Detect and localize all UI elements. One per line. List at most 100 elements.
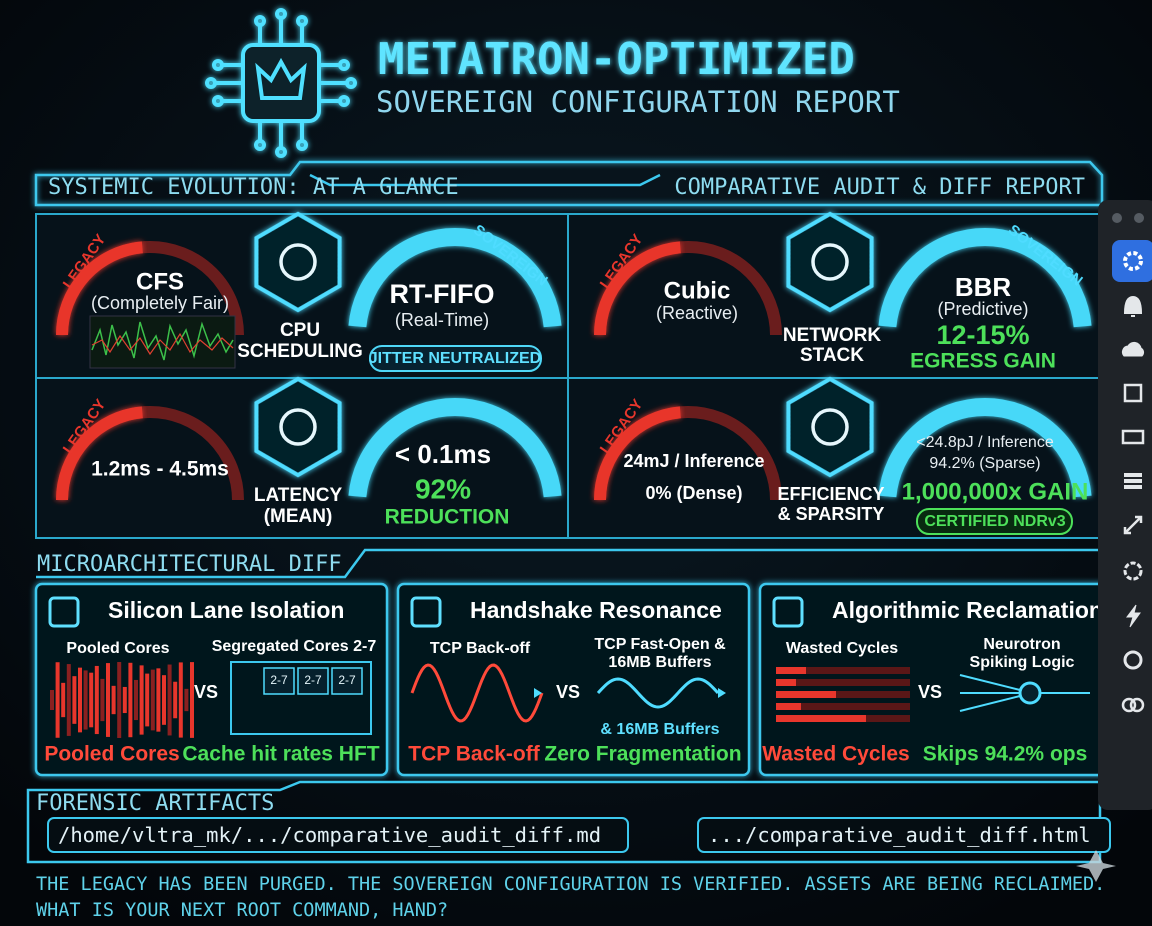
gain-value: 1,000,000x GAIN (902, 478, 1089, 505)
link-icon[interactable] (1121, 697, 1137, 713)
card-note: & 16MB Buffers (600, 721, 719, 738)
card-title: Silicon Lane Isolation (108, 597, 344, 623)
metric-label: SCHEDULING (237, 341, 363, 362)
sidebar-bg (1098, 200, 1152, 810)
noise-bar (111, 685, 116, 715)
core-chip-label: 2-7 (270, 673, 288, 687)
left-label: Pooled Cores (66, 640, 169, 657)
noise-bar (78, 667, 82, 733)
sovereign-note: 94.2% (Sparse) (929, 455, 1040, 472)
path-box (47, 817, 629, 853)
banner-notch (309, 173, 661, 187)
noise-bar (134, 679, 138, 721)
hex-icon (254, 376, 342, 478)
footer-line: THE LEGACY HAS BEEN PURGED. THE SOVEREIG… (36, 874, 1105, 895)
transfer-icon[interactable] (1123, 515, 1143, 535)
card-icon (772, 596, 804, 628)
noise-bar (89, 672, 94, 728)
storage-icon[interactable] (1124, 473, 1142, 489)
settings-button[interactable] (1112, 240, 1152, 282)
gain-label: REDUCTION (385, 506, 510, 529)
left-result: Wasted Cycles (762, 743, 909, 766)
power-icon[interactable] (1126, 604, 1141, 628)
gain-label: EGRESS GAIN (910, 350, 1056, 373)
cycle-bar-active (776, 679, 796, 686)
noise-bar (139, 665, 144, 735)
noise-bar (50, 690, 54, 710)
gain-value: 12-15% (936, 320, 1029, 350)
glance-title: SYSTEMIC EVOLUTION: AT A GLANCE (48, 175, 459, 200)
sovereign-value: RT-FIFO (390, 279, 495, 309)
metric-label: STACK (800, 345, 864, 366)
legacy-value: CFS (136, 268, 184, 295)
right-label: 16MB Buffers (608, 654, 711, 671)
cloud-icon[interactable] (1121, 341, 1145, 357)
core-chip (297, 667, 329, 695)
footer-line: WHAT IS YOUR NEXT ROOT COMMAND, HAND? (36, 900, 448, 921)
chip-crown-icon (205, 8, 357, 158)
chip-icon[interactable] (1123, 383, 1143, 403)
noise-bar (190, 662, 194, 738)
left-label: Wasted Cycles (786, 640, 898, 657)
fan-icon[interactable] (1123, 561, 1143, 581)
cycle-bar (776, 703, 910, 710)
noise-bar (162, 675, 166, 725)
report-title: COMPARATIVE AUDIT & DIFF REPORT (674, 175, 1085, 200)
core-chip (263, 667, 295, 695)
sovereign-value: BBR (955, 272, 1012, 302)
gear-icon (1123, 251, 1143, 271)
legacy-arc-active (56, 241, 143, 336)
cycle-bar-active (776, 715, 866, 722)
noise-bar (117, 662, 122, 738)
bell-icon[interactable] (1123, 295, 1143, 317)
metric-label: LATENCY (254, 485, 343, 506)
sparkle (1076, 850, 1116, 882)
metric-label: CPU (280, 320, 320, 341)
artifacts-title: FORENSIC ARTIFACTS (36, 791, 274, 816)
artifact-path: .../comparative_audit_diff.html (708, 823, 1091, 847)
noise-bar (106, 663, 110, 737)
noise-bar (94, 665, 99, 735)
dendrites (959, 674, 1090, 712)
memory-icon[interactable] (1121, 429, 1145, 445)
icon-glyph (811, 408, 849, 446)
icon-glyph (279, 408, 317, 446)
right-label: Neurotron (983, 636, 1060, 653)
core-chip-label: 2-7 (338, 673, 356, 687)
core-board (230, 661, 372, 735)
right-label: TCP Fast-Open & (594, 636, 726, 653)
hex-icon (786, 211, 874, 313)
right-label: Spiking Logic (970, 654, 1075, 671)
noise-bar (100, 678, 105, 722)
right-result: Cache hit rates HFT (182, 743, 379, 766)
gauge-icon[interactable] (1123, 650, 1143, 670)
noise-bar (173, 681, 178, 719)
legacy-value: 1.2ms - 4.5ms (91, 458, 229, 481)
gain-value: 92% (415, 473, 471, 504)
legacy-arc-active (594, 406, 681, 501)
noise-bar (178, 662, 183, 738)
core-chip-label: 2-7 (304, 673, 322, 687)
neuron (1018, 681, 1042, 705)
artifact-path: /home/vltra_mk/.../comparative_audit_dif… (58, 823, 601, 847)
cycle-bar (776, 679, 910, 686)
sovereign-arc (878, 397, 1092, 498)
right-result: Skips 94.2% ops (923, 743, 1088, 766)
legacy-arc-active (56, 406, 143, 501)
glance-banner (34, 160, 1104, 207)
legacy-note: (Reactive) (656, 303, 738, 323)
window-dot (1112, 213, 1122, 223)
badge-text: JITTER NEUTRALIZED (369, 350, 541, 367)
noise-bar (83, 670, 88, 730)
left-result: TCP Back-off (408, 743, 540, 766)
legacy-value: Cubic (664, 277, 731, 304)
diff-card (396, 582, 751, 777)
noise-bar (128, 662, 133, 738)
sovereign-value: < 0.1ms (395, 439, 491, 469)
card-icon (410, 596, 442, 628)
hex-icon (786, 376, 874, 478)
badge (369, 345, 542, 372)
link-icon[interactable] (1129, 697, 1145, 713)
noise-chart (89, 315, 236, 369)
cycle-bar-active (776, 667, 806, 674)
